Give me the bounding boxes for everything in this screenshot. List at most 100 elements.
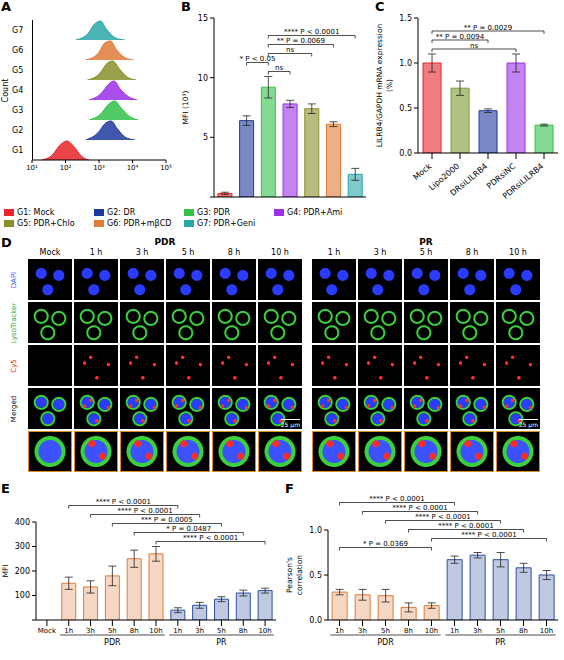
html-text:G3: PDR: G3: PDR <box>197 208 231 217</box>
svg-text:10²: 10² <box>60 164 72 172</box>
svg-text:C: C <box>375 0 385 14</box>
html-text:3 h: 3 h <box>135 248 149 257</box>
svg-text:**** P < 0.0001: **** P < 0.0001 <box>392 504 447 512</box>
html-text:G3: G3 <box>12 106 24 115</box>
svg-text:1h: 1h <box>335 627 344 635</box>
html-text:G4: PDR+Ami: G4: PDR+Ami <box>287 208 343 217</box>
svg-text:3h: 3h <box>86 627 95 635</box>
svg-text:PDR: PDR <box>377 638 394 647</box>
html-text:G6: G6 <box>12 46 24 55</box>
html-text:G7: G7 <box>12 26 24 35</box>
html-text:G2: DR: G2: DR <box>107 208 136 217</box>
svg-text:MFI: MFI <box>1 565 10 578</box>
svg-text:10: 10 <box>198 74 208 83</box>
svg-text:PR: PR <box>495 638 506 647</box>
html-text:G5: PDR+Chlo: G5: PDR+Chlo <box>17 219 75 228</box>
svg-text:10¹: 10¹ <box>26 164 38 172</box>
svg-text:correlation: correlation <box>295 555 304 595</box>
svg-text:Pearson's: Pearson's <box>285 557 294 593</box>
svg-text:1h: 1h <box>173 627 182 635</box>
svg-text:5h: 5h <box>381 627 390 635</box>
svg-text:1h: 1h <box>64 627 73 635</box>
svg-text:1.0: 1.0 <box>399 59 412 68</box>
svg-text:3h: 3h <box>473 627 482 635</box>
svg-text:MFI (10³): MFI (10³) <box>181 91 190 125</box>
html-text:G2: G2 <box>12 126 24 135</box>
html-text:G1: G1 <box>12 146 24 155</box>
svg-text:0.0: 0.0 <box>309 616 322 625</box>
svg-text:15: 15 <box>198 14 208 23</box>
svg-text:**** P < 0.0001: **** P < 0.0001 <box>438 522 493 530</box>
svg-text:** P = 0.0069: ** P = 0.0069 <box>277 37 325 45</box>
svg-text:10h: 10h <box>149 627 162 635</box>
html-text:Count: Count <box>1 78 11 102</box>
svg-text:10⁴: 10⁴ <box>127 164 139 172</box>
svg-text:B: B <box>181 0 191 14</box>
html-text:D: D <box>1 235 12 250</box>
html-text:1 h: 1 h <box>89 248 103 257</box>
svg-text:400: 400 <box>15 518 30 527</box>
svg-text:0.5: 0.5 <box>399 104 412 113</box>
svg-text:300: 300 <box>15 542 30 551</box>
html-text:PR: PR <box>419 237 433 247</box>
svg-text:5: 5 <box>203 133 208 142</box>
svg-text:DRsiLILRB4: DRsiLILRB4 <box>449 162 490 198</box>
svg-text:100: 100 <box>15 591 30 600</box>
svg-text:PR: PR <box>216 638 227 647</box>
html-text:G4: G4 <box>12 86 24 95</box>
svg-text:Mock: Mock <box>412 161 434 182</box>
svg-text:* P = 0.0369: * P = 0.0369 <box>363 540 408 548</box>
svg-text:5h: 5h <box>108 627 117 635</box>
svg-text:8h: 8h <box>404 627 413 635</box>
svg-text:1.5: 1.5 <box>399 14 412 23</box>
svg-text:** P = 0.0029: ** P = 0.0029 <box>464 24 512 32</box>
svg-text:200: 200 <box>15 567 30 576</box>
svg-text:8h: 8h <box>239 627 248 635</box>
svg-text:**** P < 0.0001: **** P < 0.0001 <box>183 534 238 542</box>
svg-text:5h: 5h <box>496 627 505 635</box>
svg-text:3h: 3h <box>358 627 367 635</box>
svg-text:PDRsiNC: PDRsiNC <box>485 161 518 191</box>
html-text:G5: G5 <box>12 66 24 75</box>
svg-text:10⁵: 10⁵ <box>160 164 172 172</box>
svg-text:* P < 0.05: * P < 0.05 <box>239 55 275 63</box>
svg-text:ns: ns <box>286 46 294 54</box>
svg-text:10³: 10³ <box>93 164 105 172</box>
svg-text:F: F <box>285 481 294 496</box>
svg-text:PDR: PDR <box>104 638 121 647</box>
svg-text:LILRB4/GAPDH mRNA expression: LILRB4/GAPDH mRNA expression <box>375 23 384 147</box>
svg-text:(%): (%) <box>385 79 394 92</box>
svg-text:8h: 8h <box>519 627 528 635</box>
svg-text:0.0: 0.0 <box>399 149 412 158</box>
svg-text:5h: 5h <box>217 627 226 635</box>
html-text:Mock: Mock <box>39 248 61 257</box>
svg-text:10h: 10h <box>258 627 271 635</box>
html-text:PDR: PDR <box>154 237 176 247</box>
html-text:A: A <box>1 0 12 14</box>
svg-text:**** P < 0.0001: **** P < 0.0001 <box>117 507 172 515</box>
html-text:G6: PDR+mβCD: G6: PDR+mβCD <box>107 219 172 228</box>
html-text:G7: PDR+Geni: G7: PDR+Geni <box>197 219 256 228</box>
svg-text:8h: 8h <box>130 627 139 635</box>
svg-text:* P = 0.0487: * P = 0.0487 <box>166 525 211 533</box>
svg-text:10h: 10h <box>540 627 553 635</box>
svg-text:ns: ns <box>275 64 283 72</box>
svg-text:Lipo2000: Lipo2000 <box>427 161 462 193</box>
svg-text:*** P = 0.0005: *** P = 0.0005 <box>141 516 193 524</box>
svg-text:E: E <box>1 481 10 496</box>
svg-text:3h: 3h <box>195 627 204 635</box>
svg-text:0.5: 0.5 <box>309 571 322 580</box>
svg-text:**** P < 0.0001: **** P < 0.0001 <box>284 28 339 36</box>
svg-text:10h: 10h <box>425 627 438 635</box>
svg-text:**** P < 0.0001: **** P < 0.0001 <box>461 531 516 539</box>
svg-text:**** P < 0.0001: **** P < 0.0001 <box>415 513 470 521</box>
svg-text:** P = 0.0094: ** P = 0.0094 <box>436 33 485 41</box>
svg-text:PDRsiLILRB4: PDRsiLILRB4 <box>501 162 545 201</box>
svg-text:Mock: Mock <box>38 627 57 635</box>
svg-text:**** P < 0.0001: **** P < 0.0001 <box>96 498 151 506</box>
svg-text:**** P < 0.0001: **** P < 0.0001 <box>369 495 424 503</box>
html-text:G1: Mock: G1: Mock <box>17 208 55 217</box>
svg-text:ns: ns <box>470 42 478 50</box>
svg-text:1.0: 1.0 <box>309 526 322 535</box>
svg-text:1h: 1h <box>450 627 459 635</box>
